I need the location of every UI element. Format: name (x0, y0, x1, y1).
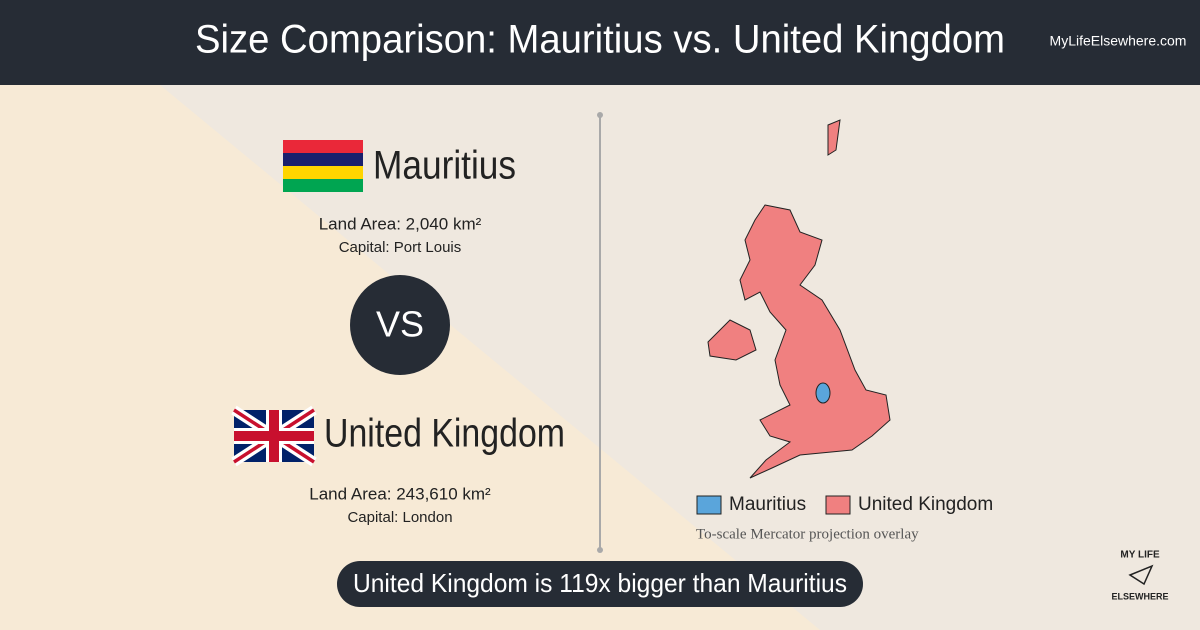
site-name: MyLifeElsewhere.com (1050, 33, 1187, 49)
country-name: Mauritius (373, 144, 516, 188)
vs-badge (350, 275, 450, 375)
land-area: Land Area: 2,040 km² (319, 214, 482, 233)
background-stripe (160, 85, 1200, 630)
uk-map (739, 204, 891, 479)
banner-text: United Kingdom is 119x bigger than Mauri… (353, 568, 847, 598)
mauritius-map (815, 382, 831, 404)
banner (337, 561, 863, 607)
uk-map (827, 119, 841, 156)
legend-label: United Kingdom (858, 494, 993, 515)
legend-swatch (696, 495, 722, 515)
map-note: To-scale Mercator projection overlay (696, 526, 919, 542)
uk-map (707, 319, 757, 361)
logo-text: MY LIFE (1120, 550, 1160, 561)
legend-label: Mauritius (729, 494, 806, 515)
title: Size Comparison: Mauritius vs. United Ki… (195, 18, 1005, 62)
divider-end (597, 112, 603, 118)
uk-flag (231, 405, 317, 467)
vs-text: VS (376, 304, 424, 345)
capital: Capital: London (347, 509, 452, 526)
header-bar (0, 0, 1200, 85)
land-area: Land Area: 243,610 km² (309, 484, 491, 503)
legend-swatch (825, 495, 851, 515)
logo-plane (1128, 564, 1154, 586)
capital: Capital: Port Louis (339, 239, 462, 256)
country-name: United Kingdom (324, 412, 565, 456)
logo-text: ELSEWHERE (1111, 591, 1168, 601)
mauritius-flag (283, 140, 363, 192)
divider-end (597, 547, 603, 553)
